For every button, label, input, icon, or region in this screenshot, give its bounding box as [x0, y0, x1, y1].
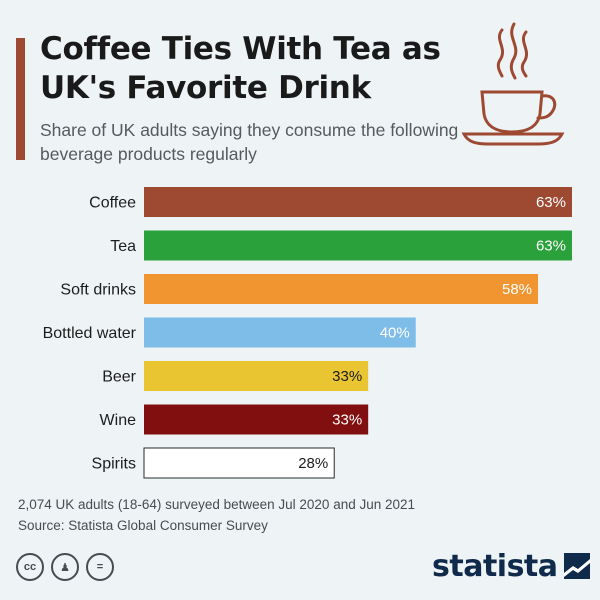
- license-icons: cc ♟ =: [16, 553, 114, 583]
- bar[interactable]: [144, 317, 416, 348]
- category-label: Coffee: [89, 195, 136, 212]
- category-label: Soft drinks: [60, 282, 136, 299]
- bar[interactable]: [144, 361, 369, 391]
- value-label: 63%: [536, 238, 566, 255]
- category-label: Bottled water: [43, 325, 137, 342]
- cc-icon[interactable]: cc: [16, 553, 44, 581]
- value-label: 28%: [298, 455, 328, 472]
- value-label: 33%: [332, 368, 362, 385]
- chart-title: Coffee Ties With Tea as UK's Favorite Dr…: [40, 31, 441, 106]
- category-label: Wine: [100, 412, 137, 429]
- title-accent-bar: [16, 38, 25, 160]
- bar-chart: Coffee 63% Tea 63% Soft drinks 58% Bottled wat…: [43, 187, 572, 479]
- no-derivatives-icon[interactable]: =: [86, 553, 114, 581]
- source-note: Source: Statista Global Consumer Survey: [18, 518, 268, 533]
- statista-logo[interactable]: statista: [432, 546, 590, 586]
- statista-mark-icon: [563, 553, 590, 579]
- value-label: 40%: [380, 325, 410, 342]
- chart-subtitle: Share of UK adults saying they consume t…: [40, 120, 459, 164]
- bar[interactable]: [143, 447, 335, 479]
- bar[interactable]: [144, 230, 572, 261]
- value-label: 63%: [536, 194, 566, 211]
- bar[interactable]: [144, 274, 539, 304]
- brand-wordmark: statista: [432, 548, 558, 584]
- coffee-cup-icon: [461, 22, 565, 146]
- category-label: Beer: [102, 369, 136, 386]
- value-label: 58%: [502, 281, 532, 298]
- value-label: 33%: [332, 412, 362, 429]
- category-label: Tea: [110, 238, 136, 255]
- chart-footer: 2,074 UK adults (18-64) surveyed between…: [18, 494, 578, 536]
- category-label: Spirits: [92, 456, 136, 473]
- bar[interactable]: [144, 404, 369, 435]
- survey-note: 2,074 UK adults (18-64) surveyed between…: [18, 497, 416, 512]
- attribution-icon[interactable]: ♟: [51, 553, 79, 581]
- bar[interactable]: [144, 187, 572, 217]
